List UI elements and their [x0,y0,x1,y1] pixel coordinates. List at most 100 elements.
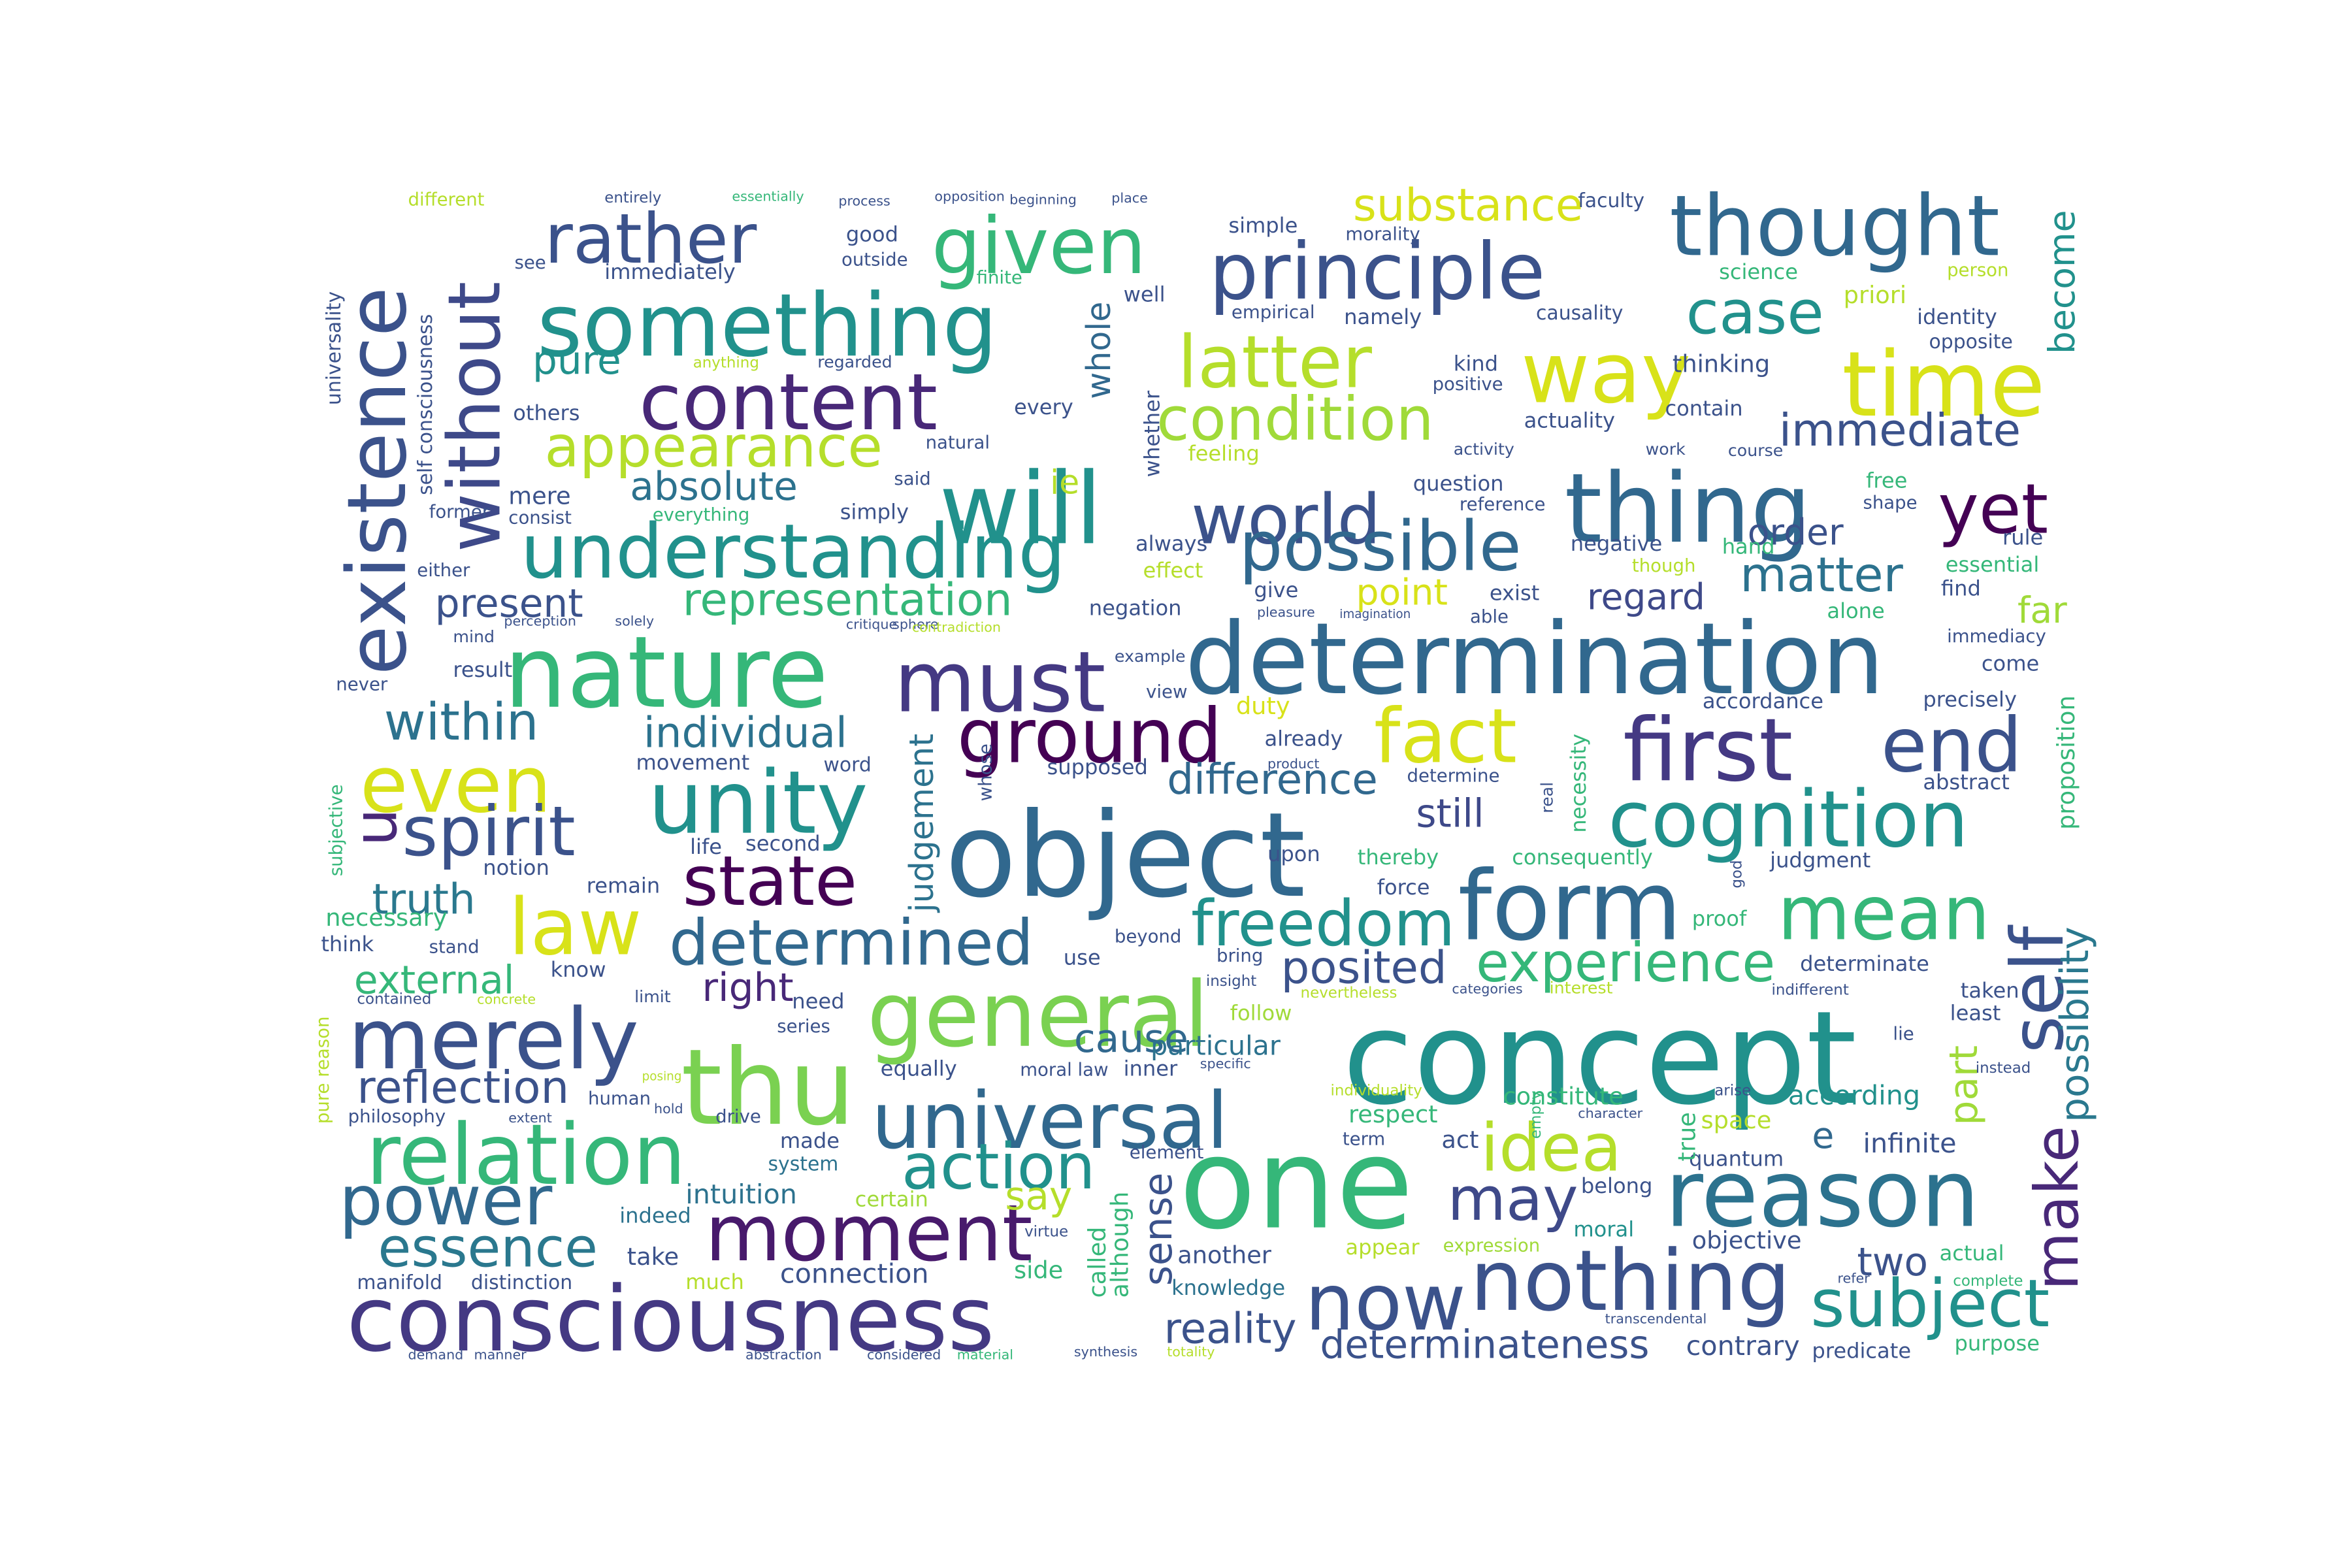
cloud-word: term [1343,1128,1385,1149]
cloud-word: human [588,1088,651,1109]
cloud-word: empty [1527,1090,1544,1139]
cloud-word: judgment [1769,847,1870,872]
cloud-word: process [838,193,890,209]
cloud-word: come [1982,651,2039,676]
cloud-word: experience [1476,932,1775,994]
cloud-word: whether [1140,390,1165,477]
cloud-word: consequently [1512,845,1653,870]
cloud-word: extent [508,1110,552,1126]
cloud-word: far [2017,589,2067,631]
cloud-word: totality [1167,1344,1215,1360]
cloud-word: reason [1665,1139,1980,1248]
cloud-word: philosophy [348,1106,446,1127]
cloud-word: determination [1185,601,1885,717]
cloud-word: moral [1573,1217,1634,1241]
cloud-word: life [690,834,722,859]
cloud-word: lie [1893,1024,1914,1045]
cloud-word: rule [2002,525,2043,550]
cloud-word: within [384,693,539,752]
cloud-word: sense [1136,1173,1181,1286]
cloud-word: opposition [934,189,1005,204]
cloud-word: contain [1665,396,1742,421]
cloud-word: pure reason [312,1017,333,1124]
cloud-word: find [1941,576,1981,601]
cloud-word: contradiction [912,619,1001,635]
cloud-word: ie [1050,463,1079,502]
cloud-word: inner [1124,1056,1178,1081]
cloud-word: duty [1236,692,1290,720]
cloud-word: freedom [1191,887,1455,960]
cloud-word: part [1942,1045,1987,1125]
cloud-word: demand [408,1347,463,1363]
cloud-word: moral law [1020,1060,1108,1081]
cloud-word: sphere [892,616,938,632]
cloud-word: will [939,451,1102,566]
cloud-word: external [354,958,515,1003]
cloud-word: interest [1550,978,1613,997]
cloud-word: must [894,634,1105,732]
cloud-word: every [1014,395,1073,419]
cloud-word: take [627,1243,679,1271]
cloud-word: latter [1177,321,1372,404]
cloud-word: said [894,468,930,489]
cloud-word: others [513,400,580,425]
cloud-word: negation [1089,596,1182,621]
cloud-word: subjective [325,784,346,876]
cloud-word: supposed [1047,755,1148,779]
cloud-word: individual [644,709,847,758]
cloud-word: without [433,282,517,552]
cloud-word: abstract [1923,770,2010,794]
cloud-word: determined [669,906,1034,980]
cloud-word: think [321,932,374,956]
cloud-word: beginning [1009,191,1077,207]
cloud-word: instead [1976,1060,2031,1077]
cloud-word: whose [975,743,996,801]
cloud-word: consciousness [346,1267,994,1372]
cloud-word: side [1014,1256,1063,1284]
cloud-word: simple [1228,213,1298,238]
cloud-word: truth [372,875,475,924]
cloud-word: immediately [604,259,736,284]
cloud-word: though [1632,555,1696,576]
cloud-word: perception [504,613,576,629]
cloud-word: stand [429,936,480,957]
cloud-word: principle [1209,227,1545,318]
cloud-word: taken [1961,978,2019,1003]
cloud-word: real [1537,782,1556,813]
cloud-word: opposite [1929,331,2013,353]
cloud-word: according [1788,1079,1920,1111]
cloud-word: make [2022,1126,2092,1290]
cloud-word: whole [1079,302,1118,399]
cloud-word: immediate [1779,404,2021,457]
cloud-word: subject [1810,1265,2050,1342]
cloud-word: bring [1217,945,1263,966]
cloud-word: anything [693,355,759,372]
cloud-word: upon [1267,841,1320,866]
cloud-word: critique [846,616,897,632]
cloud-word: essential [1946,552,2039,577]
cloud-word: one [1179,1111,1414,1258]
cloud-word: essence [378,1217,598,1279]
cloud-word: beyond [1115,926,1182,947]
cloud-word: never [336,674,388,694]
cloud-word: complete [1953,1273,2023,1290]
cloud-word: much [685,1269,744,1294]
cloud-word: something [537,275,998,376]
cloud-word: case [1686,278,1824,348]
cloud-word: good [846,222,898,247]
cloud-word: certain [855,1186,928,1211]
cloud-word: present [435,581,583,627]
cloud-word: e [1812,1115,1834,1156]
cloud-word: either [417,560,470,581]
cloud-word: right [702,966,793,1011]
cloud-word: immediacy [1947,626,2046,647]
cloud-word: called [1083,1226,1111,1298]
cloud-word: individuality [1330,1083,1422,1100]
cloud-word: faculty [1578,189,1644,212]
cloud-word: abstraction [745,1347,822,1363]
cloud-word: shape [1863,493,1918,514]
cloud-word: become [2041,210,2083,354]
cloud-word: positive [1433,374,1503,395]
cloud-word: refer [1837,1271,1870,1286]
cloud-word: categories [1452,981,1522,996]
